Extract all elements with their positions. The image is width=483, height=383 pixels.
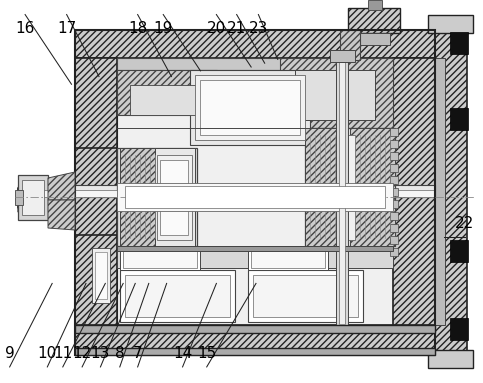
Text: 16: 16	[15, 21, 35, 36]
Bar	[305, 128, 345, 246]
Text: 11: 11	[53, 346, 72, 361]
Text: 19: 19	[154, 21, 173, 36]
Bar	[280, 58, 393, 128]
Text: 7: 7	[133, 346, 142, 361]
Bar	[251, 250, 325, 268]
Text: 14: 14	[173, 346, 192, 361]
Bar	[390, 176, 398, 184]
Bar	[393, 58, 435, 325]
Bar	[117, 148, 197, 246]
Bar	[15, 190, 23, 205]
Bar	[92, 248, 110, 303]
Bar	[123, 250, 197, 268]
Bar	[130, 85, 205, 115]
Bar	[350, 128, 395, 246]
Bar	[75, 30, 435, 355]
Bar	[117, 70, 217, 115]
Bar	[390, 152, 398, 160]
Bar	[75, 348, 435, 355]
Bar	[117, 183, 393, 211]
Bar	[358, 33, 390, 45]
Bar	[200, 80, 300, 135]
Text: 22: 22	[455, 216, 474, 231]
Bar	[428, 15, 473, 33]
Bar	[125, 186, 385, 208]
Bar	[390, 236, 398, 244]
Text: 13: 13	[91, 346, 110, 361]
Polygon shape	[18, 175, 75, 212]
Bar	[248, 270, 363, 322]
Bar	[18, 175, 48, 220]
Bar	[22, 180, 44, 215]
Bar	[435, 25, 467, 358]
Bar	[435, 58, 445, 325]
Bar	[117, 58, 393, 325]
Bar	[95, 252, 107, 299]
Bar	[340, 30, 360, 60]
Text: 12: 12	[72, 346, 92, 361]
Bar	[195, 75, 305, 140]
Text: 10: 10	[38, 346, 57, 361]
Bar	[390, 212, 398, 220]
Text: 20: 20	[207, 21, 226, 36]
Bar	[155, 148, 195, 246]
Bar	[450, 318, 468, 340]
Bar	[120, 270, 235, 322]
Text: 23: 23	[249, 21, 268, 36]
Bar	[125, 275, 230, 317]
Bar	[390, 128, 398, 136]
Bar	[160, 160, 188, 235]
Bar	[75, 148, 117, 235]
Bar	[190, 70, 310, 145]
Bar	[450, 108, 468, 130]
Polygon shape	[18, 175, 75, 208]
Text: 17: 17	[57, 21, 76, 36]
Text: 21: 21	[227, 21, 246, 36]
Bar	[390, 224, 398, 232]
Bar	[117, 246, 393, 251]
Bar	[428, 350, 473, 368]
Bar	[390, 164, 398, 172]
Bar	[390, 188, 398, 196]
Bar	[120, 248, 200, 270]
Bar	[348, 8, 400, 33]
Text: 9: 9	[5, 346, 14, 361]
Bar	[18, 185, 435, 197]
Bar	[339, 62, 345, 324]
Bar	[390, 140, 398, 148]
Bar	[75, 58, 117, 325]
Bar	[75, 325, 435, 333]
Text: 15: 15	[197, 346, 216, 361]
Bar	[340, 135, 355, 240]
Bar	[120, 148, 155, 246]
Bar	[253, 275, 358, 317]
Bar	[75, 325, 435, 355]
Text: 18: 18	[128, 21, 147, 36]
Bar	[157, 155, 192, 240]
Bar	[295, 70, 375, 120]
Bar	[117, 58, 393, 70]
Bar	[330, 50, 355, 62]
Bar	[75, 30, 435, 58]
Bar	[450, 32, 468, 54]
Bar	[390, 248, 398, 256]
Polygon shape	[48, 172, 75, 200]
Bar	[117, 246, 393, 268]
Bar	[390, 200, 398, 208]
Bar	[450, 240, 468, 262]
Text: 8: 8	[115, 346, 125, 361]
Bar	[18, 190, 435, 197]
Bar	[305, 128, 395, 246]
Bar	[248, 248, 328, 270]
Bar	[368, 0, 382, 10]
Bar	[336, 58, 348, 328]
Polygon shape	[48, 200, 75, 230]
